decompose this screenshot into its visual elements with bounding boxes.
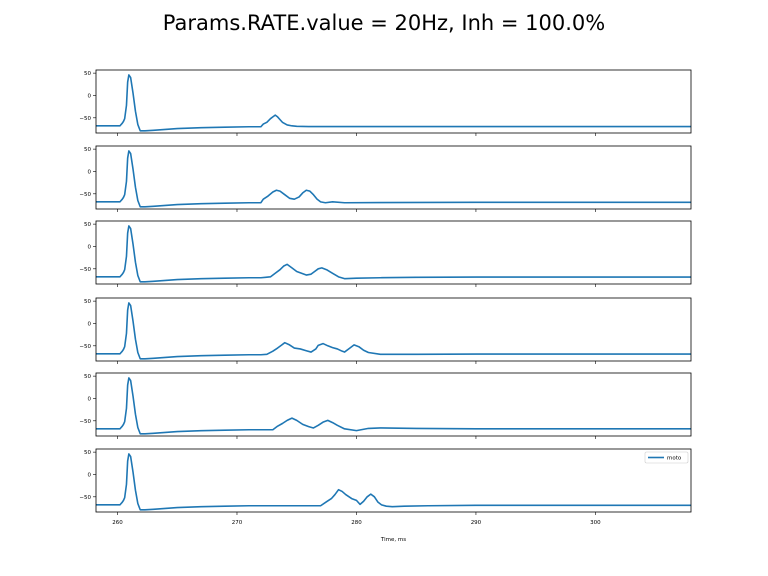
legend-box — [644, 451, 689, 464]
subplot-1: 50 0 −50 — [79, 69, 692, 136]
chart-title: Params.RATE.value = 20Hz, Inh = 100.0% — [163, 11, 605, 35]
y-tick-label: 50 — [84, 147, 91, 153]
y-tick-label: 0 — [88, 93, 92, 99]
y-tick-label: −50 — [79, 344, 91, 350]
subplot-2: 50 0 −50 — [79, 145, 692, 212]
x-tick-label: 260 — [112, 520, 123, 526]
x-tick-label: 290 — [471, 520, 482, 526]
legend: moto — [644, 451, 689, 464]
y-tick-label: 0 — [88, 396, 92, 402]
subplot-stack: 50 0 −50 50 0 −50 50 0 −50 50 0 −50 50 0 −50 50 0 −50 260 2… — [79, 69, 692, 526]
series-moto-line — [96, 377, 691, 435]
subplot-4: 50 0 −50 — [79, 297, 692, 364]
y-tick-label: 0 — [88, 244, 92, 250]
y-tick-label: 50 — [84, 222, 91, 228]
y-tick-label: −50 — [79, 267, 91, 273]
y-tick-label: 0 — [88, 169, 92, 175]
y-tick-label: 50 — [84, 71, 91, 77]
series-moto-line — [96, 225, 691, 283]
axes-frame — [95, 448, 692, 513]
axes-frame — [95, 145, 692, 210]
x-tick-label: 280 — [351, 520, 362, 526]
series-moto-line — [96, 74, 691, 132]
y-tick-label: −50 — [79, 495, 91, 501]
y-tick-label: 0 — [88, 321, 92, 327]
y-tick-label: 50 — [84, 450, 91, 456]
x-tick-label: 270 — [232, 520, 243, 526]
y-tick-label: 50 — [84, 299, 91, 305]
x-tick-label: 300 — [590, 520, 601, 526]
series-moto-line — [96, 453, 691, 511]
axes-frame — [95, 297, 692, 362]
axes-frame — [95, 69, 692, 134]
y-tick-label: −50 — [79, 419, 91, 425]
legend-label: moto — [667, 456, 682, 462]
series-moto-line — [96, 150, 691, 208]
y-tick-label: 0 — [88, 472, 92, 478]
series-moto-line — [96, 302, 691, 360]
x-axis-label: Time, ms — [380, 537, 406, 543]
y-tick-label: −50 — [79, 192, 91, 198]
y-tick-label: 50 — [84, 374, 91, 380]
subplot-6: 50 0 −50 260 270 280 290 300 moto — [79, 448, 692, 526]
axes-frame — [95, 372, 692, 437]
subplot-5: 50 0 −50 — [79, 372, 692, 439]
subplot-3: 50 0 −50 — [79, 220, 692, 287]
axes-frame — [95, 220, 692, 285]
y-tick-label: −50 — [79, 116, 91, 122]
